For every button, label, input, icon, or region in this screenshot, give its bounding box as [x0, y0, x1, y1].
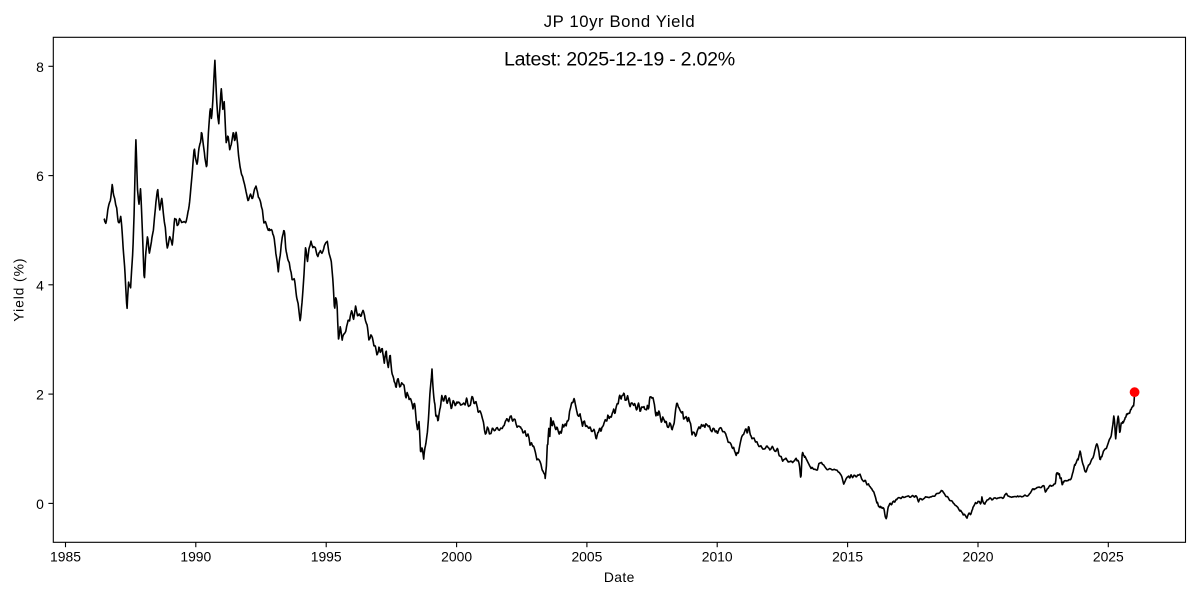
svg-text:2015: 2015 — [832, 549, 863, 565]
svg-text:8: 8 — [36, 59, 44, 75]
svg-text:0: 0 — [36, 496, 44, 512]
svg-text:2000: 2000 — [441, 549, 472, 565]
svg-text:1985: 1985 — [50, 549, 81, 565]
svg-text:2010: 2010 — [702, 549, 733, 565]
svg-text:2020: 2020 — [963, 549, 994, 565]
svg-text:2025: 2025 — [1093, 549, 1124, 565]
svg-text:JP 10yr Bond Yield: JP 10yr Bond Yield — [544, 12, 696, 31]
svg-text:Latest: 2025-12-19 - 2.02%: Latest: 2025-12-19 - 2.02% — [504, 48, 735, 70]
svg-text:1995: 1995 — [311, 549, 342, 565]
svg-text:4: 4 — [36, 277, 44, 293]
svg-text:2: 2 — [36, 387, 44, 403]
svg-text:2005: 2005 — [571, 549, 602, 565]
svg-text:6: 6 — [36, 168, 44, 184]
svg-text:1990: 1990 — [180, 549, 211, 565]
svg-text:Date: Date — [604, 569, 635, 585]
svg-text:Yield (%): Yield (%) — [11, 258, 27, 322]
